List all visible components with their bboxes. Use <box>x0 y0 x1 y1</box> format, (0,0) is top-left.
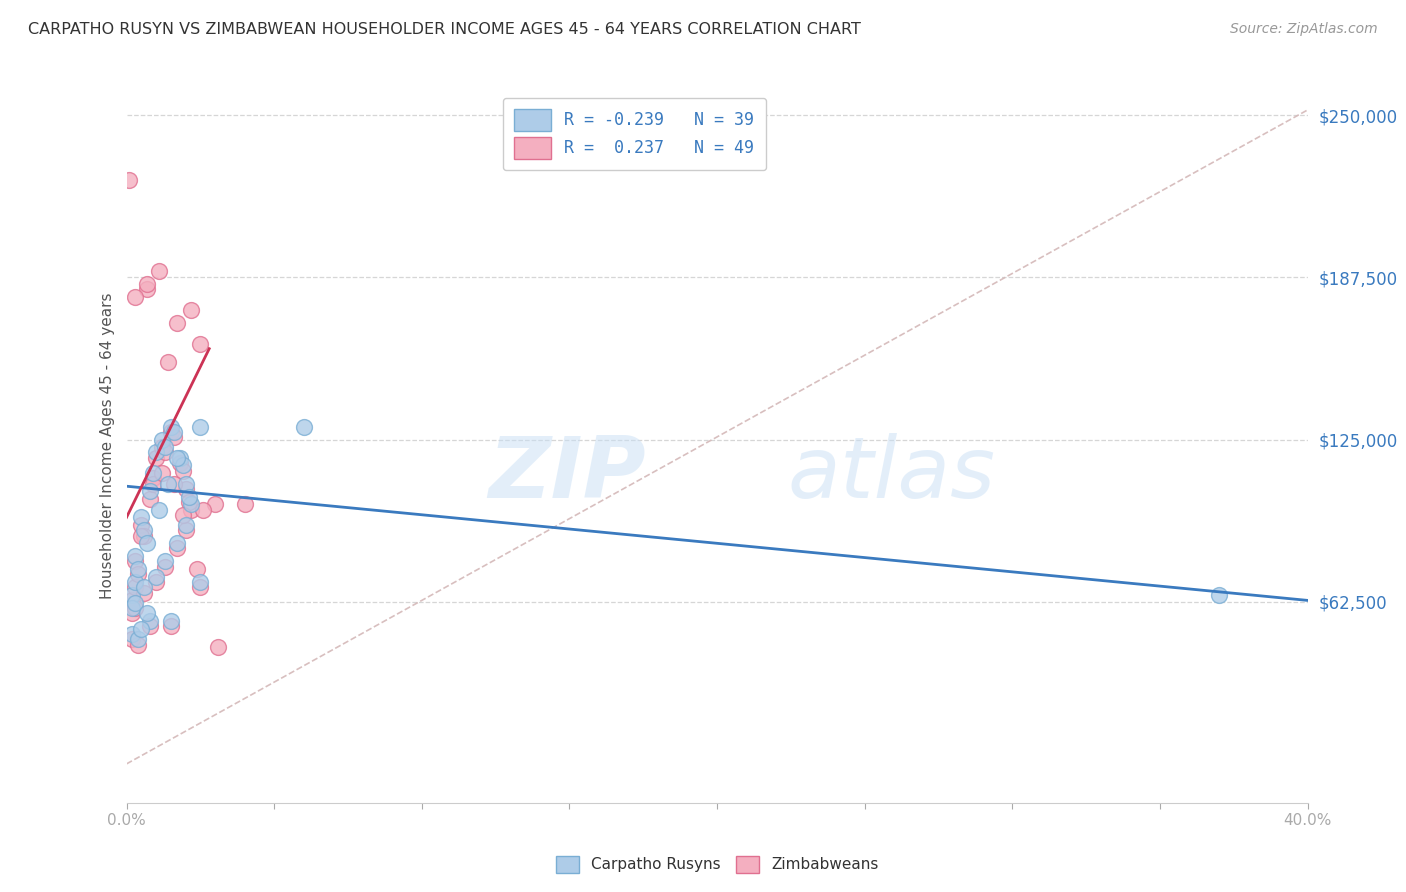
Legend: Carpatho Rusyns, Zimbabweans: Carpatho Rusyns, Zimbabweans <box>548 848 886 880</box>
Point <box>193 502 215 516</box>
Point <box>121 601 143 615</box>
Point <box>166 316 188 330</box>
Point <box>156 354 179 368</box>
Point <box>139 614 162 628</box>
Text: atlas: atlas <box>787 433 995 516</box>
Point <box>153 554 176 568</box>
Point <box>129 528 153 542</box>
Point <box>177 495 200 509</box>
Point <box>124 601 146 615</box>
Point <box>129 622 153 636</box>
Point <box>134 585 156 599</box>
Point <box>174 482 197 496</box>
Point <box>134 524 156 538</box>
Point <box>150 440 173 454</box>
Text: CARPATHO RUSYN VS ZIMBABWEAN HOUSEHOLDER INCOME AGES 45 - 64 YEARS CORRELATION C: CARPATHO RUSYN VS ZIMBABWEAN HOUSEHOLDER… <box>28 22 860 37</box>
Point <box>166 541 188 556</box>
Point <box>142 467 165 481</box>
Point <box>166 536 188 550</box>
Point <box>150 467 173 481</box>
Point <box>124 290 146 304</box>
Text: ZIP: ZIP <box>488 433 647 516</box>
Point <box>180 497 202 511</box>
Point <box>148 264 170 278</box>
Point <box>174 518 197 533</box>
Point <box>172 508 194 522</box>
Point <box>150 433 173 447</box>
Point <box>136 607 159 621</box>
Point <box>142 471 165 485</box>
Point <box>186 562 208 576</box>
Point <box>159 619 183 633</box>
Point <box>118 173 141 187</box>
Point <box>129 518 153 533</box>
Point <box>127 562 149 576</box>
Point <box>172 458 194 473</box>
Point <box>124 575 146 590</box>
Point <box>159 419 183 434</box>
Point <box>233 497 256 511</box>
Point <box>145 570 167 584</box>
Point <box>136 277 159 291</box>
Point <box>145 450 167 465</box>
Point <box>1208 588 1230 602</box>
Point <box>156 476 179 491</box>
Point <box>153 440 176 454</box>
Point <box>204 497 226 511</box>
Point <box>142 476 165 491</box>
Point <box>172 464 194 478</box>
Point <box>124 581 146 595</box>
Point <box>129 510 153 524</box>
Point <box>124 549 146 564</box>
Point <box>163 476 186 491</box>
Point <box>121 593 143 607</box>
Point <box>127 632 149 647</box>
Point <box>180 502 202 516</box>
Point <box>207 640 229 654</box>
Point <box>139 484 162 499</box>
Point <box>180 302 202 317</box>
Point <box>159 425 183 439</box>
Point <box>139 619 162 633</box>
Point <box>134 581 156 595</box>
Point <box>169 456 191 470</box>
Point <box>188 419 211 434</box>
Point <box>174 524 197 538</box>
Point <box>139 492 162 507</box>
Point <box>121 632 143 647</box>
Point <box>169 450 191 465</box>
Point <box>159 614 183 628</box>
Point <box>145 575 167 590</box>
Point <box>153 445 176 459</box>
Point <box>136 536 159 550</box>
Point <box>121 607 143 621</box>
Point <box>174 476 197 491</box>
Point <box>163 425 186 439</box>
Point <box>121 588 143 602</box>
Point <box>177 490 200 504</box>
Point <box>127 567 149 582</box>
Point <box>136 282 159 296</box>
Point <box>166 450 188 465</box>
Text: Source: ZipAtlas.com: Source: ZipAtlas.com <box>1230 22 1378 37</box>
Y-axis label: Householder Income Ages 45 - 64 years: Householder Income Ages 45 - 64 years <box>100 293 115 599</box>
Point <box>127 638 149 652</box>
Point <box>121 627 143 641</box>
Point <box>124 596 146 610</box>
Point <box>188 575 211 590</box>
Point <box>188 581 211 595</box>
Point <box>145 445 167 459</box>
Point <box>163 430 186 444</box>
Point <box>153 559 176 574</box>
Point <box>134 528 156 542</box>
Point <box>188 336 211 351</box>
Point <box>148 502 170 516</box>
Point <box>124 554 146 568</box>
Point <box>292 419 315 434</box>
